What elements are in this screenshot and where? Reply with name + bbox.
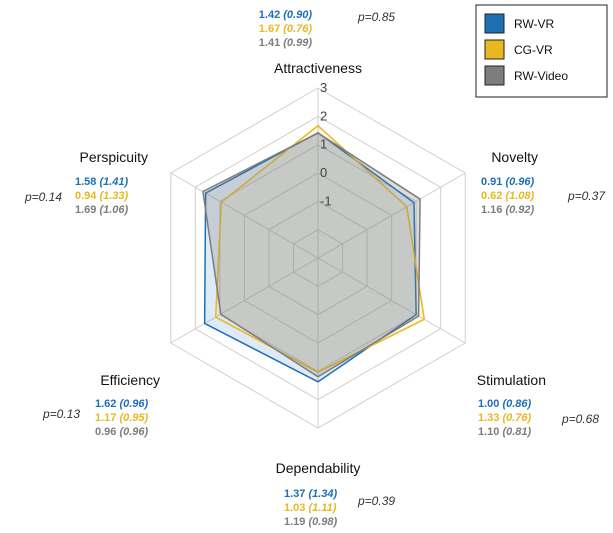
grid-spoke <box>170 257 319 344</box>
stat-perspicuity-rw-video: 1.69 (1.06) <box>75 204 129 216</box>
tick-label: 0 <box>320 165 327 180</box>
legend-label-rw-video: RW-Video <box>514 69 568 83</box>
pvalue-stimulation: p=0.68 <box>561 412 599 426</box>
stat-novelty-cg-vr: 0.62 (1.08) <box>481 190 535 202</box>
legend-swatch-rw-video <box>484 65 505 86</box>
stat-novelty-rw-video: 1.16 (0.92) <box>481 204 535 216</box>
legend-label-rw-vr: RW-VR <box>514 17 555 31</box>
pvalue-perspicuity: p=0.14 <box>24 190 62 204</box>
axis-label-novelty: Novelty <box>491 149 538 165</box>
stat-dependability-cg-vr: 1.03 (1.11) <box>284 502 337 514</box>
series-rw-vr-polygon <box>203 132 417 383</box>
series-rw-video-polygon <box>202 132 421 378</box>
stat-attractiveness-rw-video: 1.41 (0.99) <box>259 37 313 49</box>
legend: RW-VR CG-VR RW-Video <box>475 4 608 98</box>
grid-spoke <box>170 172 319 259</box>
legend-swatch-rw-vr <box>484 13 505 34</box>
legend-label-cg-vr: CG-VR <box>514 43 553 57</box>
pvalue-attractiveness: p=0.85 <box>357 10 395 24</box>
stat-attractiveness-rw-vr: 1.42 (0.90) <box>259 9 313 21</box>
stat-dependability-rw-video: 1.19 (0.98) <box>284 516 338 528</box>
axis-label-stimulation: Stimulation <box>477 372 546 388</box>
tick-label: 1 <box>320 137 327 152</box>
stat-perspicuity-cg-vr: 0.94 (1.33) <box>75 190 129 202</box>
stat-novelty-rw-vr: 0.91 (0.96) <box>481 176 535 188</box>
stat-perspicuity-rw-vr: 1.58 (1.41) <box>75 176 129 188</box>
radar-series <box>202 124 425 383</box>
stat-efficiency-rw-vr: 1.62 (0.96) <box>95 398 149 410</box>
grid-spoke <box>317 172 466 259</box>
tick-label: 3 <box>320 80 327 95</box>
axis-label-dependability: Dependability <box>276 460 361 476</box>
pvalue-novelty: p=0.37 <box>567 189 606 203</box>
axis-label-perspicuity: Perspicuity <box>80 149 148 165</box>
pvalue-dependability: p=0.39 <box>357 494 395 508</box>
stat-attractiveness-cg-vr: 1.67 (0.76) <box>259 23 313 35</box>
stat-efficiency-rw-video: 0.96 (0.96) <box>95 426 149 438</box>
tick-label: 2 <box>320 108 327 123</box>
radar-tick-labels: -1 0 1 2 3 <box>320 80 332 208</box>
radar-axis-labels: Attractiveness Novelty Stimulation Dependab… <box>80 60 546 476</box>
tick-label: -1 <box>320 193 332 208</box>
axis-label-efficiency: Efficiency <box>100 372 160 388</box>
stat-stimulation-rw-vr: 1.00 (0.86) <box>478 398 532 410</box>
stat-stimulation-rw-video: 1.10 (0.81) <box>478 426 532 438</box>
series-cg-vr-polygon <box>214 124 425 373</box>
stat-dependability-rw-vr: 1.37 (1.34) <box>284 488 338 500</box>
stat-efficiency-cg-vr: 1.17 (0.95) <box>95 412 149 424</box>
pvalue-efficiency: p=0.13 <box>42 407 80 421</box>
grid-spoke <box>317 257 466 344</box>
stat-stimulation-cg-vr: 1.33 (0.76) <box>478 412 532 424</box>
radar-grid <box>170 87 466 429</box>
axis-label-attractiveness: Attractiveness <box>274 60 362 76</box>
radar-stat-annotations: 1.42 (0.90) 1.67 (0.76) 1.41 (0.99) p=0.85 0… <box>24 9 606 528</box>
legend-swatch-cg-vr <box>484 39 505 60</box>
